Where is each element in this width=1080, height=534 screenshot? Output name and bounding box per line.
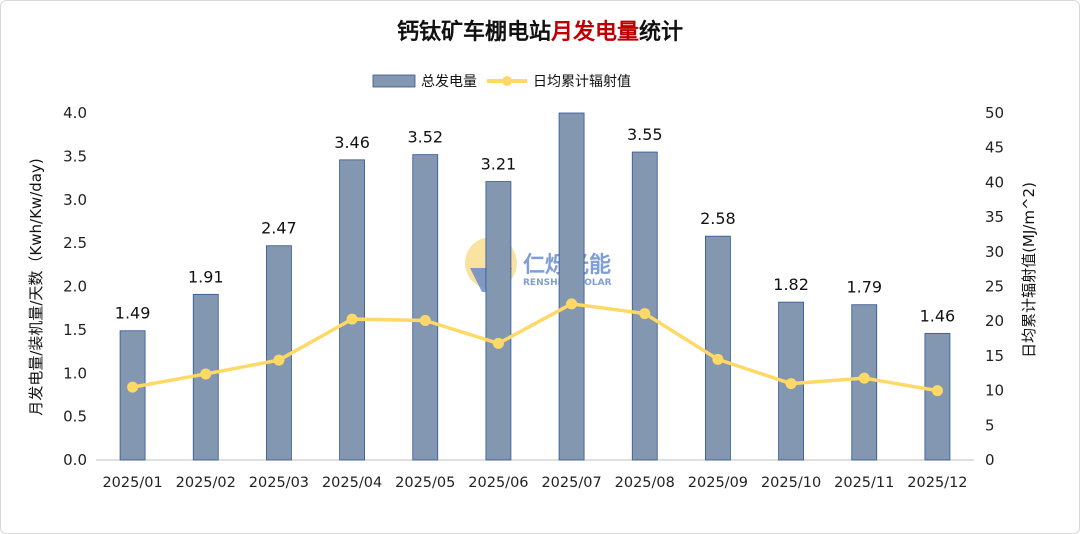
bar-data-label: 1.82 <box>773 275 809 294</box>
x-tick-label: 2025/09 <box>688 475 748 491</box>
radiation-line <box>132 302 938 393</box>
radiation-point <box>273 354 285 366</box>
y-tick-label: 0.0 <box>63 451 87 469</box>
x-tick-label: 2025/04 <box>322 475 382 491</box>
bar-data-label: 3.46 <box>334 133 370 152</box>
bar-data-label: 2.58 <box>700 209 736 228</box>
y2-axis-title: 日均累计辐射值(MJ/m^2) <box>1020 182 1038 358</box>
y2-tick-label: 50 <box>985 104 1004 122</box>
x-tick-label: 2025/07 <box>541 475 601 491</box>
y-tick-label: 2.5 <box>63 234 87 252</box>
bar <box>119 330 146 461</box>
y2-tick-label: 5 <box>985 416 995 434</box>
bar <box>266 245 292 461</box>
y-tick-label: 3.0 <box>63 191 87 209</box>
bar <box>558 112 585 461</box>
y2-tick-label: 20 <box>985 312 1004 330</box>
y2-tick-label: 45 <box>985 139 1004 157</box>
y-tick-label: 1.0 <box>63 364 87 382</box>
y-tick-label: 4.0 <box>63 104 87 122</box>
bar-data-label: 1.49 <box>115 304 151 323</box>
bar <box>412 154 439 461</box>
y2-tick-label: 10 <box>985 382 1004 400</box>
title-part-1: 钙钛矿车棚电站 <box>396 20 551 45</box>
bar <box>705 235 731 461</box>
x-tick-label: 2025/05 <box>395 475 455 491</box>
radiation-point <box>931 385 943 397</box>
bar <box>485 181 512 461</box>
legend-line-label: 日均累计辐射值 <box>533 74 631 90</box>
radiation-point <box>200 368 212 380</box>
x-tick-label: 2025/10 <box>761 475 821 491</box>
radiation-point <box>639 308 651 320</box>
radiation-point <box>712 353 724 365</box>
y2-tick-label: 30 <box>985 243 1004 261</box>
y-tick-label: 2.0 <box>63 278 87 296</box>
y-tick-label: 0.5 <box>63 408 87 426</box>
legend: 总发电量 日均累计辐射值 <box>372 74 631 90</box>
legend-line-marker <box>502 76 512 86</box>
x-tick-label: 2025/06 <box>468 475 528 491</box>
y-axis-title: 月发电量/装机量/天数（Kwh/Kw/day) <box>27 158 45 415</box>
title-part-highlight: 月发电量 <box>550 20 639 45</box>
bar-data-label: 1.91 <box>188 267 224 286</box>
plot-area: 0.0 0.5 1.0 1.5 2.0 2.5 3.0 3.5 4.0 0 5 10 15 20 25 30 3… <box>63 104 1004 491</box>
radiation-point <box>346 313 358 325</box>
bar-data-label: 3.52 <box>407 128 443 147</box>
legend-bar-label: 总发电量 <box>421 74 477 90</box>
x-tick-label: 2025/01 <box>102 475 162 491</box>
bar <box>924 332 951 461</box>
y2-tick-label: 0 <box>985 451 995 469</box>
y2-tick-label: 40 <box>985 173 1004 191</box>
x-tick-label: 2025/11 <box>834 475 894 491</box>
y2-tick-label: 35 <box>985 208 1004 226</box>
radiation-point <box>785 378 797 390</box>
radiation-point <box>492 337 504 349</box>
x-tick-label: 2025/08 <box>615 475 675 491</box>
chart-title: 钙钛矿车棚电站月发电量统计 <box>0 14 1080 46</box>
bar-data-label: 3.55 <box>627 125 663 144</box>
bar-data-label: 3.21 <box>481 155 517 174</box>
x-tick-label: 2025/02 <box>176 475 236 491</box>
bar <box>339 159 365 461</box>
bar-data-label: 1.79 <box>846 278 882 297</box>
x-tick-label: 2025/03 <box>249 475 309 491</box>
radiation-point <box>419 315 431 327</box>
title-part-3: 统计 <box>639 20 684 45</box>
y2-tick-label: 25 <box>985 278 1004 296</box>
bar-data-label: 2.47 <box>261 219 297 238</box>
bar <box>631 151 658 461</box>
x-tick-label: 2025/12 <box>907 475 967 491</box>
radiation-point <box>127 381 139 393</box>
radiation-point <box>566 298 578 310</box>
legend-bar-swatch <box>372 74 416 88</box>
y-tick-label: 3.5 <box>63 147 87 165</box>
y2-tick-label: 15 <box>985 347 1004 365</box>
y-tick-label: 1.5 <box>63 321 87 339</box>
radiation-point <box>858 372 870 384</box>
bar-data-label: 1.46 <box>920 306 956 325</box>
